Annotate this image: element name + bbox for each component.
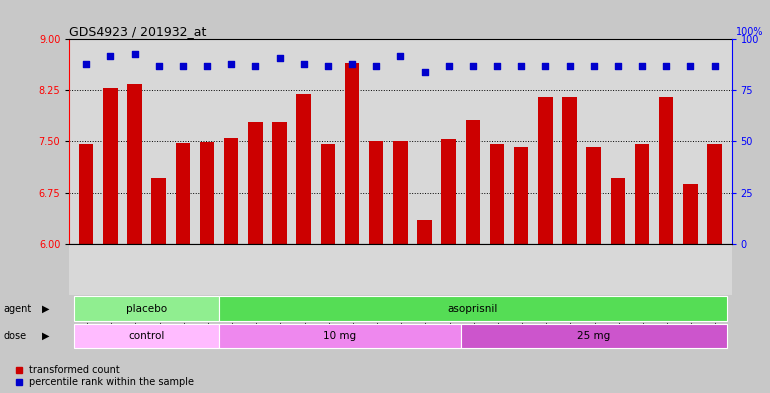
Point <box>152 63 165 69</box>
Point <box>177 63 189 69</box>
Bar <box>369 141 383 244</box>
Text: agent: agent <box>4 303 32 314</box>
Bar <box>219 324 460 348</box>
Point <box>515 63 527 69</box>
Bar <box>103 88 118 244</box>
Point <box>80 61 92 67</box>
Bar <box>224 138 239 244</box>
Bar <box>538 97 553 244</box>
Text: 100%: 100% <box>735 26 763 37</box>
Bar <box>152 178 166 244</box>
Point <box>685 63 697 69</box>
Point <box>708 63 721 69</box>
Bar <box>634 143 649 244</box>
Bar <box>74 296 219 321</box>
Point <box>201 63 213 69</box>
Point <box>104 53 116 59</box>
Point <box>588 63 600 69</box>
Point <box>636 63 648 69</box>
Bar <box>199 142 214 244</box>
Bar <box>127 84 142 244</box>
Point <box>660 63 672 69</box>
Point <box>394 53 407 59</box>
Bar <box>74 324 219 348</box>
Bar <box>514 147 528 244</box>
Point <box>322 63 334 69</box>
Text: placebo: placebo <box>126 303 167 314</box>
Point <box>249 63 262 69</box>
Point <box>564 63 576 69</box>
Point <box>539 63 551 69</box>
Text: asoprisnil: asoprisnil <box>447 303 498 314</box>
Point <box>370 63 383 69</box>
Bar <box>248 122 263 244</box>
Bar <box>345 63 360 244</box>
Bar <box>490 144 504 244</box>
Point <box>467 63 479 69</box>
Bar <box>441 139 456 244</box>
Bar <box>219 296 727 321</box>
Point <box>418 69 430 75</box>
Bar <box>587 147 601 244</box>
Bar <box>659 97 674 244</box>
Text: ▶: ▶ <box>42 331 50 341</box>
Point <box>491 63 504 69</box>
Text: ▶: ▶ <box>42 303 50 314</box>
Text: percentile rank within the sample: percentile rank within the sample <box>29 377 194 387</box>
Bar <box>708 144 721 244</box>
Text: control: control <box>129 331 165 341</box>
Point <box>346 61 358 67</box>
Text: 25 mg: 25 mg <box>578 331 611 341</box>
Bar <box>562 97 577 244</box>
Point <box>273 55 286 61</box>
Bar <box>460 324 727 348</box>
Point <box>443 63 455 69</box>
Bar <box>320 143 335 244</box>
Bar <box>611 178 625 244</box>
Point <box>297 61 310 67</box>
Bar <box>273 122 286 244</box>
Text: transformed count: transformed count <box>29 365 120 375</box>
Bar <box>176 143 190 244</box>
Bar <box>466 120 480 244</box>
Point <box>129 50 141 57</box>
Bar <box>393 141 407 244</box>
Bar <box>417 220 432 244</box>
Text: GDS4923 / 201932_at: GDS4923 / 201932_at <box>69 25 206 38</box>
Bar <box>683 184 698 244</box>
Text: 10 mg: 10 mg <box>323 331 357 341</box>
Bar <box>79 143 93 244</box>
Point <box>225 61 237 67</box>
Text: dose: dose <box>4 331 27 341</box>
Point <box>611 63 624 69</box>
Bar <box>296 94 311 244</box>
